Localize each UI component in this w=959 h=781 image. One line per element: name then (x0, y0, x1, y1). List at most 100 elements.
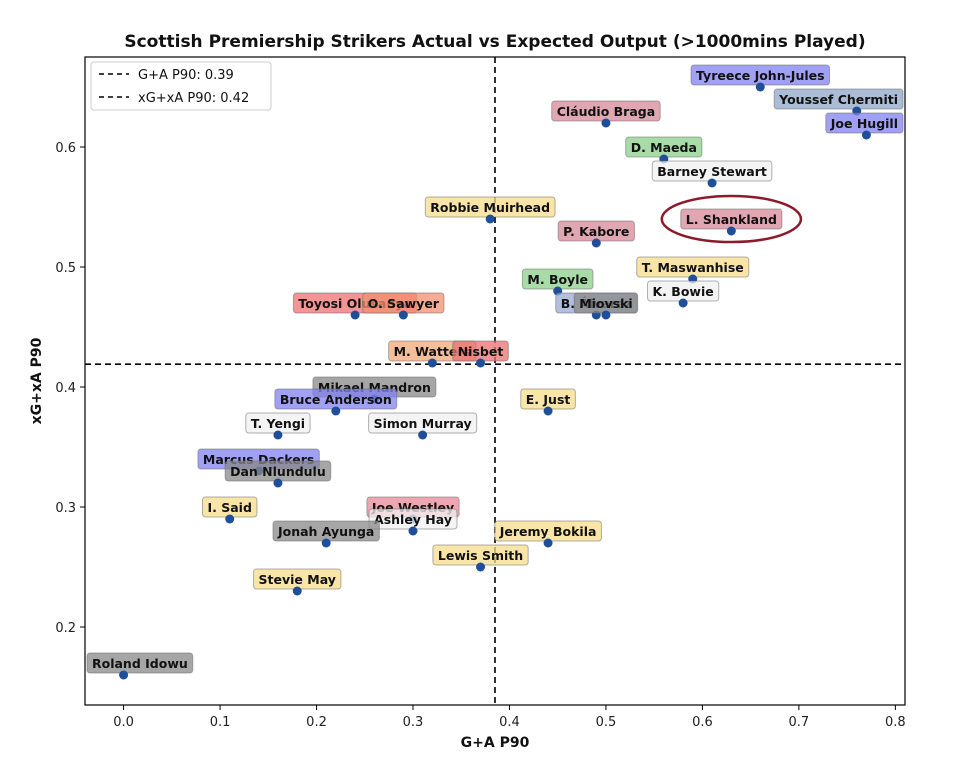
label-youssef-chermiti: Youssef Chermiti (778, 92, 898, 107)
label-miovski: Miovski (579, 296, 633, 311)
point-marker-jeremy-bokila (543, 538, 553, 548)
point-marker-bruce-anderson (331, 406, 341, 416)
label-barney-stewart: Barney Stewart (657, 164, 767, 179)
point-l-shankland: L. Shankland (660, 194, 803, 244)
point-t-yengi: T. Yengi (245, 412, 311, 440)
point-o-sawyer: O. Sawyer (362, 292, 445, 320)
label-tyreece-john-jules: Tyreece John-Jules (696, 68, 825, 83)
label-stevie-may: Stevie May (259, 572, 336, 587)
point-marker-m-watters (427, 358, 437, 368)
point-bruce-anderson: Bruce Anderson (274, 388, 398, 416)
point-marker-jonah-ayunga (321, 538, 331, 548)
x-tick-label: 0.6 (692, 715, 713, 730)
y-tick-label: 0.3 (55, 501, 76, 516)
label-bg-roland-idowu (86, 652, 194, 674)
label-m-watters: M. Watters (394, 344, 471, 359)
point-marker-i-said (225, 514, 235, 524)
point-claudio-braga: Cláudio Braga (551, 100, 661, 128)
point-stevie-may: Stevie May (253, 568, 342, 596)
legend-entry-x-line: G+A P90: 0.39 (138, 68, 234, 83)
point-marker-p-kabore (591, 238, 601, 248)
point-marker-joe-hugill (861, 130, 871, 140)
highlight-ellipse (660, 194, 803, 244)
label-l-shankland: L. Shankland (686, 212, 777, 227)
y-tick-label: 0.2 (55, 621, 76, 636)
point-k-bowie: K. Bowie (647, 280, 720, 308)
x-axis-label: G+A P90 (461, 735, 530, 751)
label-m-boyle: M. Boyle (527, 272, 588, 287)
point-marker-robbie-muirhead (485, 214, 495, 224)
label-joe-hugill: Joe Hugill (830, 116, 898, 131)
point-jonah-ayunga: Jonah Ayunga (272, 520, 380, 548)
point-marker-claudio-braga (601, 118, 611, 128)
label-bruce-anderson: Bruce Anderson (280, 392, 392, 407)
label-claudio-braga: Cláudio Braga (557, 104, 655, 119)
label-t-maswanhise: T. Maswanhise (642, 260, 744, 275)
point-jeremy-bokila: Jeremy Bokila (494, 520, 602, 548)
label-e-just: E. Just (526, 392, 571, 407)
y-tick-label: 0.5 (55, 261, 76, 276)
x-tick-label: 0.3 (403, 715, 424, 730)
point-dan-nlundulu: Dan Nlundulu (224, 460, 332, 488)
point-marker-barney-stewart (707, 178, 717, 188)
legend-box (90, 61, 272, 111)
point-marker-lewis-smith (476, 562, 486, 572)
point-robbie-muirhead: Robbie Muirhead (424, 196, 556, 224)
point-marker-nisbet (476, 358, 486, 368)
y-axis: 0.2 0.3 0.4 0.5 0.6 (55, 141, 85, 636)
x-tick-label: 0.2 (306, 715, 327, 730)
point-marker-t-yengi (273, 430, 283, 440)
x-tick-label: 0.4 (499, 715, 520, 730)
x-tick-label: 0.7 (789, 715, 810, 730)
label-jeremy-bokila: Jeremy Bokila (499, 524, 597, 539)
point-marker-dan-nlundulu (273, 478, 283, 488)
y-tick-label: 0.6 (55, 141, 76, 156)
x-axis: 0.0 0.1 0.2 0.3 0.4 0.5 0.6 0.7 0.8 (113, 705, 906, 730)
label-nisbet: Nisbet (458, 344, 504, 359)
point-marker-ashley-hay (408, 526, 418, 536)
label-dan-nlundulu: Dan Nlundulu (230, 464, 326, 479)
label-simon-murray: Simon Murray (374, 416, 472, 431)
label-t-yengi: T. Yengi (251, 416, 305, 431)
point-tyreece-john-jules: Tyreece John-Jules (690, 64, 831, 92)
point-marker-roland-idowu (119, 670, 129, 680)
label-bg-youssef-chermiti (773, 88, 904, 110)
point-marker-k-bowie (678, 298, 688, 308)
label-k-bowie: K. Bowie (653, 284, 714, 299)
point-lewis-smith: Lewis Smith (432, 544, 529, 572)
point-marker-l-shankland (726, 226, 736, 236)
x-tick-label: 0.5 (596, 715, 617, 730)
label-robbie-muirhead: Robbie Muirhead (430, 200, 550, 215)
legend: G+A P90: 0.39 xG+xA P90: 0.42 (90, 61, 272, 111)
plot-area: Tyreece John-Jules Youssef Chermiti Joe Hu… (85, 57, 905, 705)
point-youssef-chermiti: Youssef Chermiti (773, 88, 904, 116)
point-marker-e-just (543, 406, 553, 416)
point-t-maswanhise: T. Maswanhise (636, 256, 750, 284)
point-marker-o-sawyer (398, 310, 408, 320)
label-d-maeda: D. Maeda (631, 140, 697, 155)
point-nisbet: Nisbet (452, 340, 509, 368)
label-p-kabore: P. Kabore (563, 224, 629, 239)
label-roland-idowu: Roland Idowu (92, 656, 188, 671)
point-roland-idowu: Roland Idowu (86, 652, 194, 680)
chart-title: Scottish Premiership Strikers Actual vs … (124, 32, 865, 52)
point-m-boyle: M. Boyle (521, 268, 594, 296)
point-e-just: E. Just (520, 388, 576, 416)
x-tick-label: 0.1 (210, 715, 231, 730)
point-marker-simon-murray (418, 430, 428, 440)
point-simon-murray: Simon Murray (368, 412, 478, 440)
y-axis-label: xG+xA P90 (29, 337, 45, 424)
label-ashley-hay: Ashley Hay (374, 512, 452, 527)
label-o-sawyer: O. Sawyer (368, 296, 440, 311)
label-lewis-smith: Lewis Smith (438, 548, 523, 563)
point-marker-miovski (601, 310, 611, 320)
point-i-said: I. Said (201, 496, 258, 524)
point-p-kabore: P. Kabore (557, 220, 635, 248)
plot-frame (84, 56, 906, 706)
point-marker-stevie-may (292, 586, 302, 596)
y-tick-label: 0.4 (55, 381, 76, 396)
point-miovski: Miovski (573, 292, 639, 320)
x-tick-label: 0.8 (885, 715, 906, 730)
label-jonah-ayunga: Jonah Ayunga (277, 524, 374, 539)
